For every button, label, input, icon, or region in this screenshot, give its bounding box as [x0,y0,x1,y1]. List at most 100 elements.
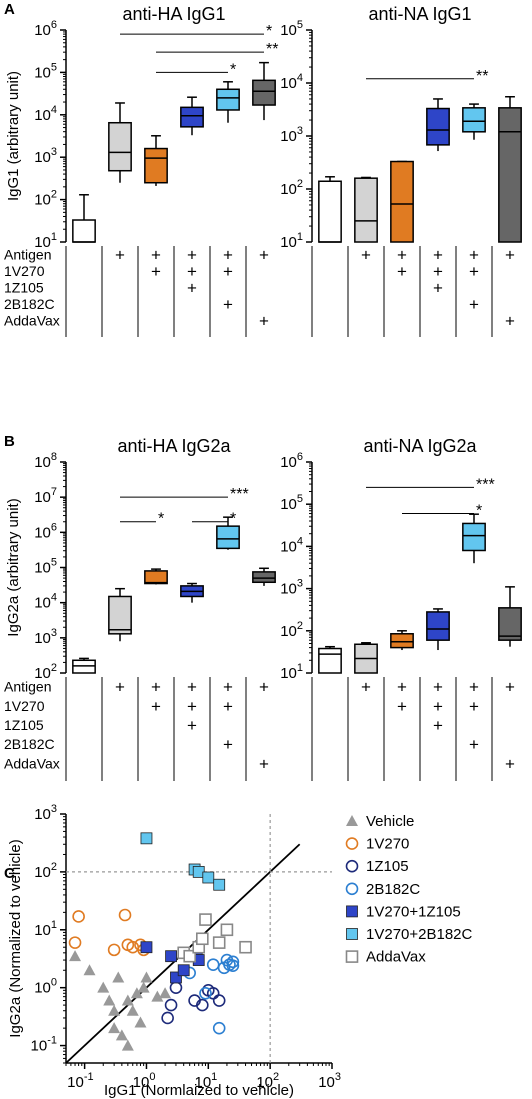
data-point [126,1004,139,1016]
condition-mark: + [259,245,269,264]
data-point [118,908,132,922]
box [108,121,132,172]
box [72,219,96,243]
y-tick-label: 104 [34,104,57,124]
condition-mark: + [505,312,515,331]
data-point [115,1029,128,1041]
data-point [108,1004,121,1016]
box-group-3 [144,568,168,585]
data-point [183,949,196,963]
y-tick-label: 101 [34,231,57,251]
significance-label: * [230,61,236,78]
y-axis-label: IgG2a (Normalized to vehicle) [7,839,24,1037]
y-tick-label: 102 [34,189,57,209]
box-group-4 [426,608,450,651]
data-point [69,950,82,962]
condition-mark: + [505,754,515,773]
y-tick-label: 104 [280,72,303,92]
condition-mark: + [469,295,479,314]
series-2b182c [183,953,240,1035]
data-point [226,959,240,972]
box-group-2 [108,587,132,642]
y-tick-label: 101 [280,662,303,682]
condition-mark: + [187,716,197,735]
condition-mark: + [469,678,479,697]
significance-label: ** [266,41,278,58]
legend-marker [345,837,359,850]
condition-mark: + [361,678,371,697]
y-tick-label: 103 [34,627,57,647]
condition-mark: + [151,678,161,697]
panel-letter-c: C [4,865,15,882]
y-tick-label: 103 [280,578,303,598]
panel-letter-a: A [4,1,15,18]
box-group-3 [390,160,414,243]
data-point [159,987,172,999]
condition-mark: + [469,735,479,754]
significance-label: * [476,503,482,520]
data-point [164,998,178,1012]
y-tick-label: 106 [280,451,303,471]
condition-mark: + [151,245,161,264]
box [462,522,486,552]
data-point [97,981,110,993]
data-point [165,950,177,963]
box-group-1 [72,657,96,674]
data-point [121,994,134,1006]
condition-row-label: 1Z105 [4,717,44,733]
box-group-5 [462,103,486,140]
data-point [199,913,212,926]
y-tick-label: 105 [280,19,303,39]
significance-label: *** [230,486,249,503]
condition-row-label: 2B182C [4,736,55,752]
box [354,177,378,243]
y-tick-label: 108 [34,451,57,471]
data-point [103,994,116,1006]
box [216,88,240,111]
boxplot-3: anti-HA IgG2a IgG2a (arbitrary unit) 102 10… [4,436,276,781]
box-group-2 [354,642,378,674]
data-point [226,955,240,969]
y-tick-label: 101 [34,919,57,939]
legend-marker [345,950,359,963]
data-point [140,971,153,983]
data-point [220,923,234,937]
boxplot-1: anti-HA IgG1 IgG1 (arbitrary unit) 101 102 1… [4,4,278,337]
condition-mark: + [433,262,443,281]
condition-mark: + [397,678,407,697]
box-group-1 [318,645,342,674]
box-group-3 [390,630,414,651]
chart-title: anti-NA IgG2a [363,436,477,456]
y-tick-label: 105 [34,61,57,81]
condition-mark: + [397,245,407,264]
y-tick-label: 100 [34,977,57,997]
data-point [137,981,150,993]
box [144,570,168,585]
condition-mark: + [223,245,233,264]
data-point [121,1039,134,1051]
data-point [72,910,85,923]
y-tick-label: 105 [34,557,57,577]
significance-label: * [230,511,236,528]
data-point [108,1022,121,1034]
data-point [140,941,153,954]
legend: Vehicle 1V270 1Z105 2B182C 1V270+1Z105 1V270+… [345,813,473,966]
condition-mark: + [433,279,443,298]
condition-row-label: AddaVax [4,755,60,771]
y-tick-label: 101 [280,231,303,251]
y-tick-label: 104 [34,592,57,612]
condition-mark: + [469,262,479,281]
box-group-5 [216,516,240,550]
y-tick-label: 103 [34,803,57,823]
box [462,107,486,133]
condition-mark: + [223,262,233,281]
condition-mark: + [187,697,197,716]
box [180,106,204,128]
y-tick-label: 10-1 [31,1035,57,1055]
condition-mark: + [187,678,197,697]
box [72,659,96,674]
data-point [140,832,153,845]
data-point [161,1011,174,1025]
significance-label: * [266,23,272,40]
